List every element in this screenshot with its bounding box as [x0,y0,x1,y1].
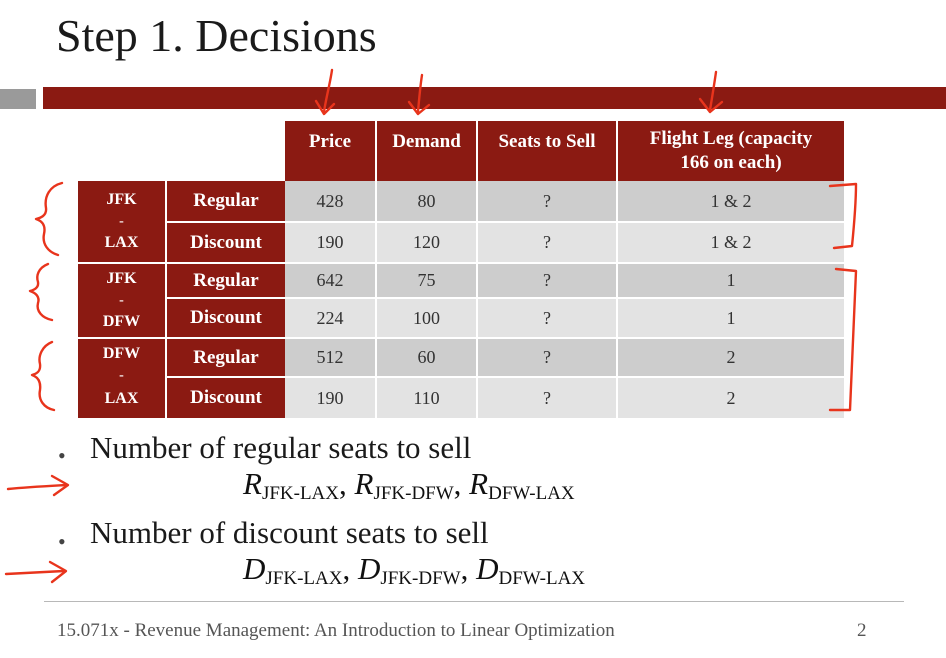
route-cell-jfk-dfw: JFK - DFW [78,263,167,339]
route-destination: DFW [102,313,141,330]
route-cell-jfk-lax: JFK - LAX [78,181,167,264]
arrow-down-demand-annotation [407,73,431,116]
fare-type: Regular [166,338,285,378]
table-row: Discount 190 120 ? 1 & 2 [78,222,846,264]
flight-leg-cell: 1 & 2 [617,181,846,223]
fare-type: Discount [166,298,285,339]
table-row: JFK - LAX Regular 428 80 ? 1 & 2 [78,181,846,264]
demand-cell: 75 [376,263,478,299]
math-var: R [469,466,489,501]
decisions-table: Price Demand Seats to Sell Flight Leg (c… [78,121,846,420]
flight-leg-cell: 1 [617,263,846,299]
header-flight-leg-line1: Flight Leg (capacity [649,128,813,149]
price-cell: 642 [285,263,377,299]
math-subscript: JFK-DFW [380,568,461,589]
route-dash: - [119,214,124,229]
route-destination: LAX [104,234,139,251]
brace-jfk-lax-annotation [34,181,64,257]
header-blank [78,121,166,181]
math-subscript: JFK-DFW [373,483,454,504]
demand-cell: 60 [376,338,478,378]
demand-cell: 80 [376,181,478,223]
bullet-text-discount: Number of discount seats to sell [90,515,489,550]
route-destination: LAX [104,390,139,407]
math-discount-variables: DJFK-LAX, DJFK-DFW, DDFW-LAX [243,551,585,590]
decorative-gray-square [0,89,36,109]
table-header-row: Price Demand Seats to Sell Flight Leg (c… [78,121,846,181]
arrow-right-discount-annotation [4,560,68,584]
header-seats: Seats to Sell [477,121,618,181]
math-comma: , [460,551,469,586]
math-regular-variables: RJFK-LAX, RJFK-DFW, RDFW-LAX [243,466,575,505]
page-number: 2 [857,620,867,641]
seats-cell: ? [477,338,618,378]
price-cell: 190 [285,377,377,420]
header-flight-leg: Flight Leg (capacity 166 on each) [617,121,846,181]
fare-type: Discount [166,222,285,264]
footer-divider [44,601,904,602]
seats-cell: ? [477,181,618,223]
price-cell: 224 [285,298,377,339]
route-origin: JFK [106,191,137,208]
arrow-down-price-annotation [314,68,336,116]
demand-cell: 100 [376,298,478,339]
table-row: Discount 224 100 ? 1 [78,298,846,339]
table-row: Discount 190 110 ? 2 [78,377,846,420]
bracket-right-legs-annotation [828,267,858,412]
header-demand-label: Demand [392,131,461,152]
table-row: JFK - DFW Regular 642 75 ? 1 [78,263,846,339]
math-comma: , [339,466,347,501]
bullet-marker: • [58,529,66,554]
arrow-down-flight-leg-annotation [698,70,724,114]
route-cell-dfw-lax: DFW - LAX [78,338,167,420]
price-cell: 190 [285,222,377,264]
brace-dfw-lax-annotation [30,340,56,412]
math-subscript: JFK-LAX [265,568,343,589]
header-price-label: Price [308,131,352,152]
math-var: R [354,466,374,501]
seats-cell: ? [477,298,618,339]
math-var: D [243,551,266,586]
bullet-text-regular: Number of regular seats to sell [90,430,472,465]
fare-type: Discount [166,377,285,420]
seats-cell: ? [477,263,618,299]
seats-cell: ? [477,222,618,264]
brace-jfk-dfw-annotation [28,262,54,322]
fare-type: Regular [166,263,285,299]
price-cell: 428 [285,181,377,223]
header-price: Price [285,121,377,181]
math-comma: , [342,551,351,586]
flight-leg-cell: 2 [617,377,846,420]
bullet-marker: • [58,443,66,468]
seats-cell: ? [477,377,618,420]
demand-cell: 120 [376,222,478,264]
flight-leg-cell: 2 [617,338,846,378]
price-cell: 512 [285,338,377,378]
slide-title: Step 1. Decisions [56,10,377,61]
route-dash: - [119,293,124,308]
math-comma: , [453,466,462,501]
route-dash: - [119,368,124,383]
header-demand: Demand [376,121,478,181]
math-var: D [357,551,381,586]
header-seats-label: Seats to Sell [498,131,596,152]
fare-type: Regular [166,181,285,223]
math-subscript: JFK-LAX [261,483,339,504]
demand-cell: 110 [376,377,478,420]
math-subscript: DFW-LAX [488,483,575,504]
header-flight-leg-line2: 166 on each) [680,152,782,173]
route-origin: DFW [102,345,141,362]
math-var: D [476,551,499,586]
math-var: R [243,466,262,501]
header-blank [166,121,285,181]
math-subscript: DFW-LAX [498,568,586,589]
bracket-right-jfk-lax-annotation [828,182,858,250]
flight-leg-cell: 1 & 2 [617,222,846,264]
arrow-right-regular-annotation [6,474,70,497]
route-origin: JFK [106,270,137,287]
footer-course-title: 15.071x - Revenue Management: An Introdu… [57,620,615,641]
flight-leg-cell: 1 [617,298,846,339]
table-row: DFW - LAX Regular 512 60 ? 2 [78,338,846,420]
